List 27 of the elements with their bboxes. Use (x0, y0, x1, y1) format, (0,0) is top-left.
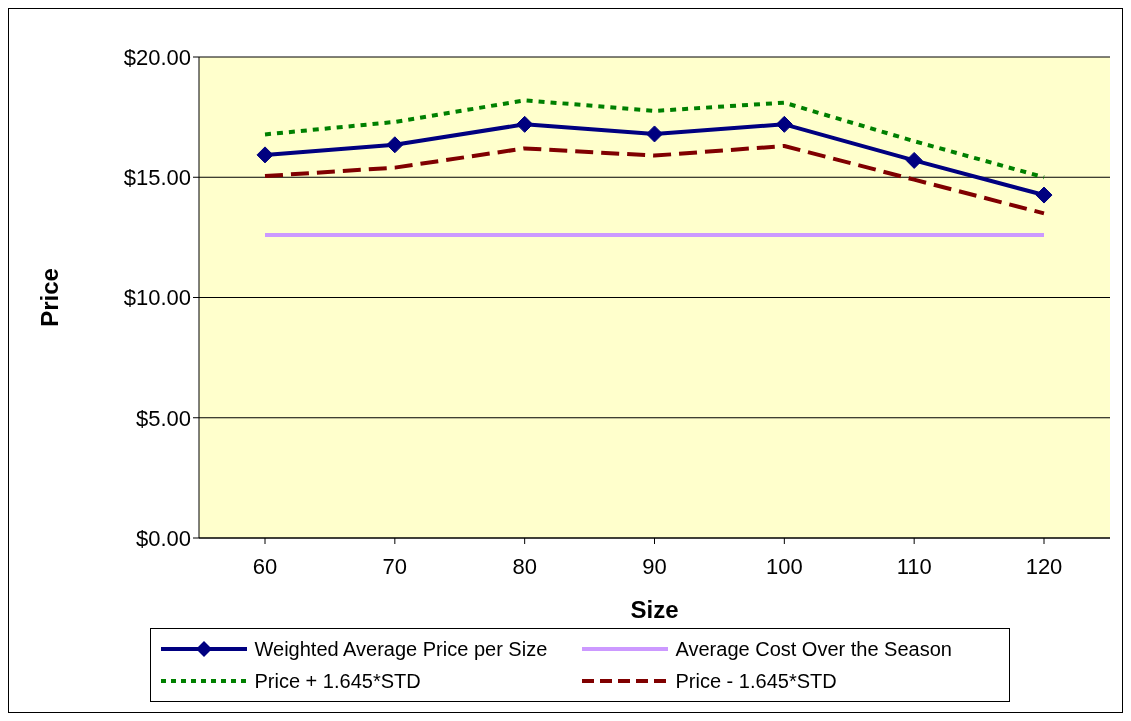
x-tick-label: 60 (252, 553, 278, 579)
y-tick-label: $15.00 (123, 165, 191, 191)
x-tick-label: 80 (512, 553, 537, 579)
point (516, 115, 534, 133)
legend-label: Average Cost Over the Season (675, 637, 952, 661)
line-series (263, 143, 1046, 216)
line-series (263, 98, 1046, 180)
point (646, 125, 663, 143)
y-tick-label: $0.00 (135, 525, 191, 551)
y-tick-label: $20.00 (123, 44, 191, 70)
point (386, 136, 404, 154)
point (1035, 186, 1053, 204)
y-tick-label: $5.00 (135, 405, 191, 431)
x-tick-label: 120 (1025, 553, 1063, 579)
point (256, 146, 274, 164)
point (775, 115, 793, 133)
point (905, 151, 923, 169)
x-tick-label: 70 (382, 553, 408, 579)
legend-label: Price - 1.645*STD (675, 669, 837, 693)
x-tick-label: 110 (896, 553, 932, 579)
legend-label: Weighted Average Price per Size (254, 637, 548, 661)
y-tick-label: $10.00 (123, 285, 191, 311)
x-axis-title: Size (630, 596, 679, 623)
x-tick-label: 90 (642, 553, 667, 579)
legend-label: Price + 1.645*STD (254, 669, 421, 693)
y-axis-title: Price (35, 268, 63, 327)
x-tick-label: 100 (765, 553, 803, 579)
